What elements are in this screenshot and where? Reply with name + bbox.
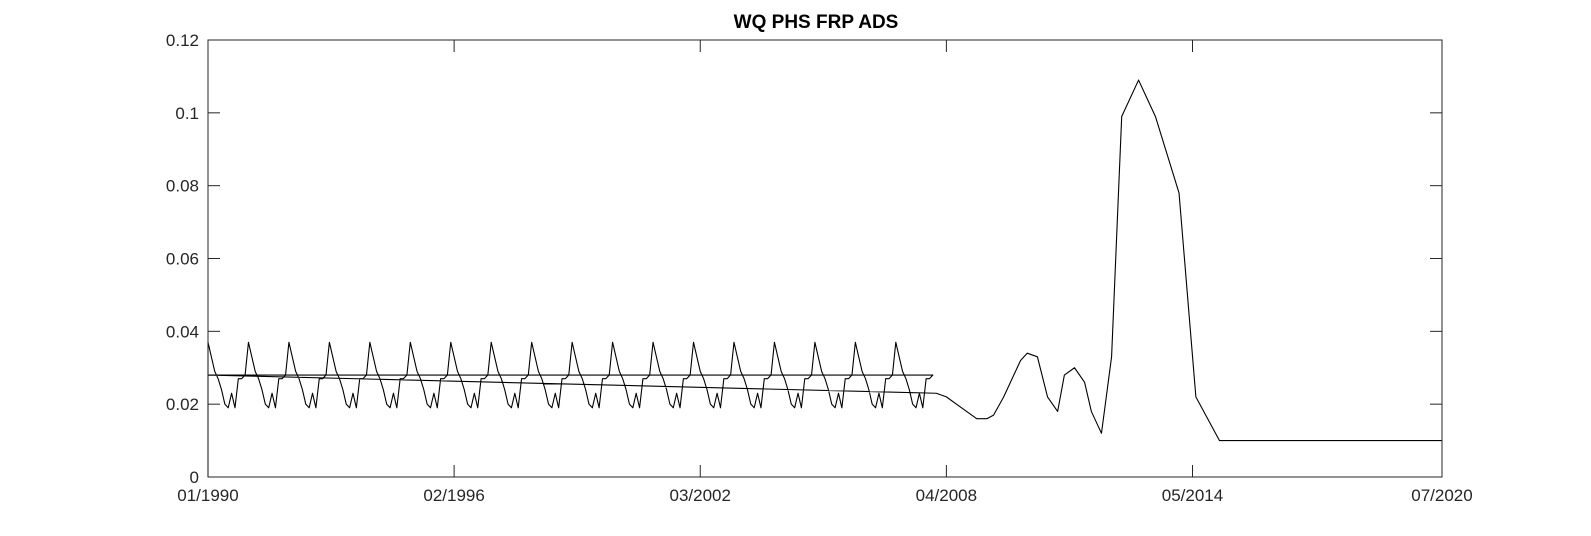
x-tick-label: 02/1996 xyxy=(423,486,484,505)
x-tick-label: 07/2020 xyxy=(1411,486,1472,505)
y-tick-label: 0.08 xyxy=(166,177,199,196)
y-tick-label: 0.02 xyxy=(166,395,199,414)
axes-box xyxy=(207,39,1443,478)
y-axis: 0 0.02 0.04 0.06 0.08 0.1 0.12 xyxy=(166,31,1442,487)
chart-title: WQ PHS FRP ADS xyxy=(734,12,899,33)
y-tick-label: 0.06 xyxy=(166,250,199,269)
x-tick-label: 03/2002 xyxy=(670,486,731,505)
series-line-0 xyxy=(207,79,1442,477)
y-tick-label: 0.12 xyxy=(166,31,199,50)
x-tick-label: 05/2014 xyxy=(1162,486,1223,505)
x-axis: 01/1990 02/1996 03/2002 04/2008 05/2014 07/20… xyxy=(177,40,1473,505)
x-tick-label: 04/2008 xyxy=(916,486,977,505)
plot-area xyxy=(207,79,1442,477)
y-tick-label: 0 xyxy=(190,468,199,487)
y-tick-label: 0.04 xyxy=(166,322,199,341)
y-tick-label: 0.1 xyxy=(175,104,199,123)
x-tick-label: 01/1990 xyxy=(177,486,238,505)
